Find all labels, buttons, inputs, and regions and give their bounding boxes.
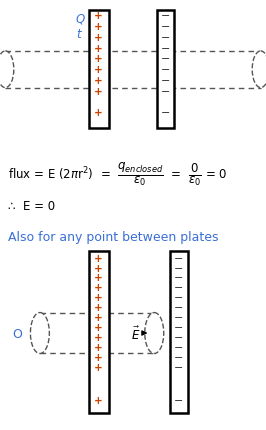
Text: Q: Q — [76, 12, 85, 25]
Bar — [89, 11, 109, 129]
Text: +: + — [94, 332, 103, 342]
Text: −: − — [174, 362, 184, 372]
Text: +: + — [94, 86, 103, 97]
Text: +: + — [94, 33, 103, 43]
Text: −: − — [161, 76, 170, 86]
Text: −: − — [161, 86, 170, 97]
Text: +: + — [94, 263, 103, 273]
Text: +: + — [94, 302, 103, 313]
Text: O: O — [12, 327, 22, 340]
Text: +: + — [94, 292, 103, 303]
Text: −: − — [174, 253, 184, 263]
Text: −: − — [174, 342, 184, 352]
Text: −: − — [174, 352, 184, 362]
Text: −: − — [174, 395, 184, 405]
Ellipse shape — [0, 52, 14, 89]
Text: −: − — [161, 108, 170, 118]
Text: −: − — [161, 22, 170, 32]
Ellipse shape — [30, 313, 49, 353]
Text: +: + — [94, 395, 103, 405]
Text: −: − — [161, 43, 170, 54]
Text: +: + — [94, 283, 103, 293]
Ellipse shape — [252, 52, 266, 89]
Text: +: + — [94, 322, 103, 332]
Text: −: − — [161, 54, 170, 64]
Text: −: − — [174, 263, 184, 273]
Text: +: + — [94, 22, 103, 32]
Text: flux = E (2$\pi$r$^2$)  =  $\dfrac{q_{enclosed}}{\varepsilon_0}$  =  $\dfrac{0}{: flux = E (2$\pi$r$^2$) = $\dfrac{q_{encl… — [8, 161, 227, 188]
Text: −: − — [174, 273, 184, 283]
Ellipse shape — [145, 313, 164, 353]
Text: +: + — [94, 312, 103, 322]
Text: −: − — [174, 322, 184, 332]
Bar — [157, 11, 174, 129]
Text: +: + — [94, 273, 103, 283]
Text: −: − — [174, 292, 184, 303]
Text: −: − — [174, 283, 184, 293]
Text: +: + — [94, 65, 103, 75]
Text: +: + — [94, 11, 103, 22]
Text: −: − — [161, 33, 170, 43]
Text: +: + — [94, 253, 103, 263]
Text: −: − — [174, 302, 184, 313]
Text: −: − — [174, 332, 184, 342]
Text: +: + — [94, 43, 103, 54]
Text: +: + — [94, 352, 103, 362]
Bar — [170, 252, 188, 413]
Text: Also for any point between plates: Also for any point between plates — [8, 230, 218, 243]
Text: $\vec{E}$: $\vec{E}$ — [131, 325, 140, 342]
Text: +: + — [94, 54, 103, 64]
Text: −: − — [161, 65, 170, 75]
Text: t: t — [77, 28, 81, 41]
Bar — [89, 252, 109, 413]
Text: ∴  E = 0: ∴ E = 0 — [8, 200, 55, 213]
Text: +: + — [94, 76, 103, 86]
Text: +: + — [94, 362, 103, 372]
Text: +: + — [94, 342, 103, 352]
Text: −: − — [161, 11, 170, 22]
Text: −: − — [174, 312, 184, 322]
Text: +: + — [94, 108, 103, 118]
